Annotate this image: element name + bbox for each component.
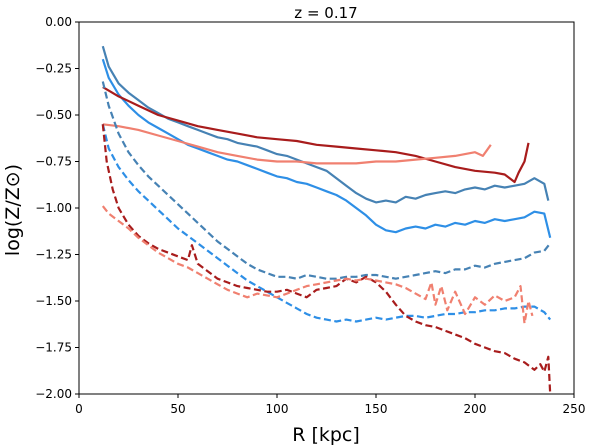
y-tick-label: −1.75 (35, 341, 72, 355)
y-tick-label: −1.00 (35, 201, 72, 215)
series-line-5-dashed (101, 81, 552, 280)
axes-layer: 0 50 100 150 200 250 0.00 −0.25 −0.50 −0.75 −1.00 −… (35, 15, 585, 416)
y-axis-label: log(Z/Z⊙) (2, 164, 24, 256)
y-tick-label: 0.00 (45, 15, 72, 29)
x-tick-label: 0 (75, 402, 83, 416)
x-tick-label: 100 (266, 402, 289, 416)
x-tick-label: 150 (365, 402, 388, 416)
series-line-4-solid (102, 123, 492, 165)
y-tick-label: −0.50 (35, 108, 72, 122)
y-tick-label: −2.00 (35, 387, 72, 401)
chart-title: z = 0.17 (294, 4, 357, 22)
y-tick-label: −1.25 (35, 248, 72, 262)
y-tick-label: −1.50 (35, 294, 72, 308)
series-line-1-solid (101, 45, 550, 204)
series-layer (101, 45, 552, 395)
y-tick-label: −0.25 (35, 62, 72, 76)
x-tick-label: 50 (170, 402, 185, 416)
series-line-2-solid (101, 58, 552, 239)
x-axis-label: R [kpc] (292, 424, 360, 446)
series-line-7-dashed (101, 124, 552, 395)
x-tick-label: 200 (464, 402, 487, 416)
y-tick-label: −0.75 (35, 155, 72, 169)
series-line-6-dashed (101, 124, 552, 323)
x-tick-label: 250 (563, 402, 586, 416)
series-line-3-solid (102, 86, 530, 184)
series-line-8-dashed (101, 205, 534, 325)
plot-frame (78, 21, 575, 395)
